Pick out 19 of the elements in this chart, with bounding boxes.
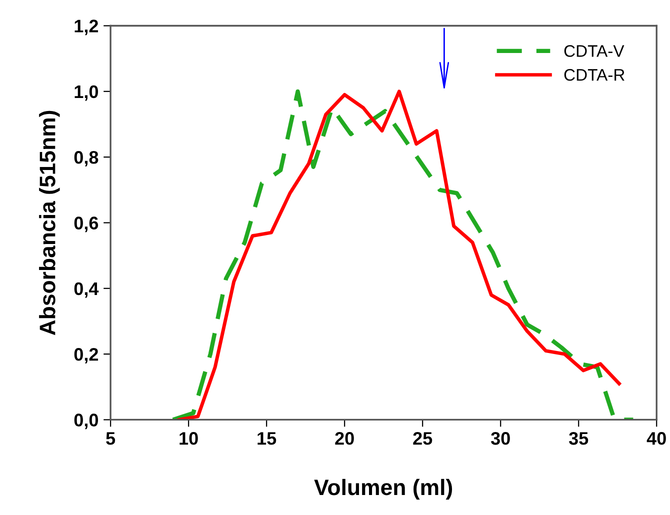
y-axis-title: Absorbancia (515nm) xyxy=(39,110,60,336)
y-tick-label: 0,4 xyxy=(74,282,99,298)
x-tick-label: 5 xyxy=(106,432,116,445)
legend-label: CDTA-V xyxy=(564,45,624,57)
x-tick-label: 30 xyxy=(490,432,510,445)
x-tick-label: 10 xyxy=(180,432,198,445)
y-tick-label: 1,2 xyxy=(74,20,98,36)
y-tick-label: 0,8 xyxy=(74,151,98,166)
y-tick-label: 0,0 xyxy=(74,414,98,430)
legend-label: CDTA-R xyxy=(564,69,624,81)
x-tick-label: 35 xyxy=(568,432,588,445)
y-tick-label: 0,6 xyxy=(74,216,98,232)
x-tick-label: 15 xyxy=(258,432,276,445)
x-tick-label: 25 xyxy=(413,432,432,445)
y-tick-label: 1,0 xyxy=(74,85,98,101)
x-tick-label: 20 xyxy=(335,432,354,445)
y-tick-label: 0,2 xyxy=(74,348,98,364)
x-axis-title: Volumen (ml) xyxy=(314,478,452,500)
x-tick-label: 40 xyxy=(646,432,666,445)
